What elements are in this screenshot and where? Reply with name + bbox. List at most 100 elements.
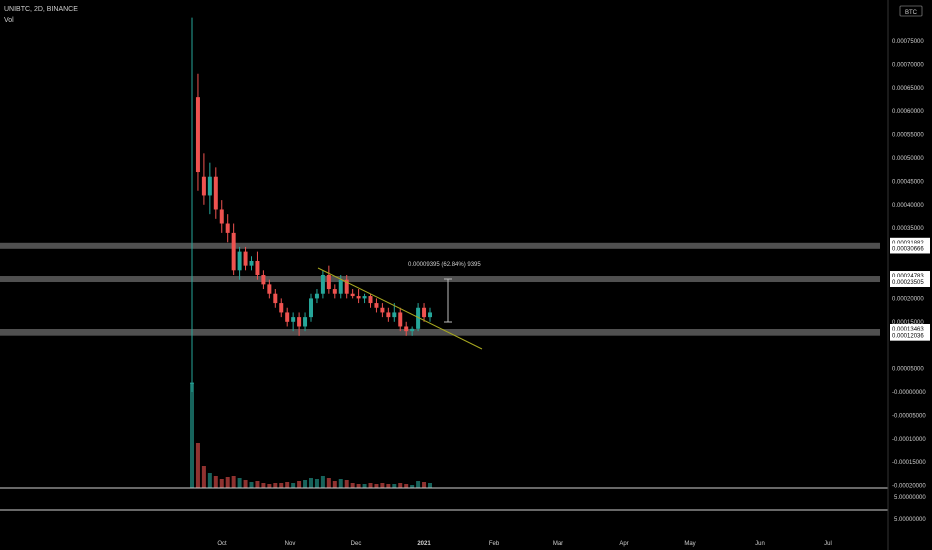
candle-body: [291, 317, 296, 322]
price-tick-label: 0.00075000: [892, 39, 924, 45]
candle-body: [428, 312, 432, 318]
volume-bar: [225, 477, 230, 488]
volume-bar: [285, 482, 290, 488]
candle-body: [374, 303, 379, 308]
price-tick-label: -0.00015000: [892, 460, 926, 466]
pane-tick-label: 5.00000000: [894, 495, 926, 501]
volume-bar: [356, 484, 361, 488]
candle-body: [368, 296, 373, 304]
volume-bar: [291, 483, 296, 488]
candle-body: [416, 307, 421, 329]
price-tick-label: -0.00020000: [892, 484, 926, 490]
candle-body: [225, 223, 230, 233]
date-tick-label: Oct: [217, 541, 227, 547]
volume-label: Vol: [4, 17, 14, 24]
candle-body: [398, 312, 403, 327]
volume-bar: [201, 466, 206, 488]
price-tick-label: 0.00005000: [892, 367, 924, 373]
level-label-box: [890, 323, 930, 334]
candle-body: [356, 296, 361, 299]
price-tick-label: -0.00000000: [892, 390, 926, 396]
candle-body: [285, 312, 290, 322]
candle-body: [213, 176, 218, 210]
zone-band: [0, 242, 880, 249]
volume-bar: [243, 480, 248, 488]
pane-tick-label: 5.00000000: [894, 517, 926, 523]
volume-bar: [332, 481, 337, 488]
date-tick-label: Apr: [619, 541, 628, 547]
horizontal-zones: [0, 242, 880, 336]
candle-body: [267, 284, 272, 294]
volume-bar: [237, 478, 242, 488]
price-tick-label: 0.00045000: [892, 179, 924, 185]
candle-body: [279, 303, 284, 313]
candle-body: [344, 279, 349, 294]
volume-bar: [428, 483, 432, 488]
trend-line: [317, 267, 483, 350]
level-label-box: [890, 271, 930, 282]
level-label: 0.00030666: [892, 246, 924, 252]
price-axis: BTC 0.00075000 0.00070000 0.00065000 0.00060…: [887, 0, 930, 550]
volume-bar: [273, 483, 278, 488]
volume-bar: [303, 480, 308, 488]
candle-body: [380, 307, 385, 313]
candle-body: [320, 275, 325, 294]
volume-bar: [368, 483, 373, 488]
level-label-box: [890, 330, 930, 341]
volume-bar: [326, 478, 331, 488]
zone-band: [0, 276, 880, 283]
level-label-box: [890, 237, 930, 248]
candle-body: [386, 312, 391, 318]
date-tick-label: Dec: [351, 541, 362, 547]
volume-bar: [404, 484, 409, 488]
candle-body: [338, 279, 343, 294]
date-tick-label: 2021: [417, 541, 431, 547]
date-tick-label: Nov: [285, 541, 296, 547]
level-label-box: [890, 276, 930, 287]
date-tick-label: May: [684, 541, 695, 547]
date-tick-label: Jul: [824, 541, 832, 547]
volume-bar: [398, 483, 403, 488]
candle-body: [219, 209, 224, 224]
volume-bar: [320, 476, 325, 488]
volume-bar: [386, 484, 391, 488]
candle-body: [362, 296, 367, 299]
volume-bar: [255, 481, 260, 488]
date-tick-label: Mar: [553, 541, 563, 547]
currency-badge-label: BTC: [905, 10, 918, 16]
candle-body: [249, 260, 254, 266]
price-tick-label: 0.00070000: [892, 62, 924, 68]
candle-body: [255, 260, 260, 275]
volume-bar: [267, 484, 272, 488]
level-label: 0.00013463: [892, 327, 924, 333]
price-tick-label: -0.00005000: [892, 413, 926, 419]
volume-bar: [374, 484, 379, 488]
date-axis: Oct Nov Dec 2021 Feb Mar Apr May Jun Jul: [217, 541, 832, 547]
volume-bar: [231, 476, 236, 488]
volume-bar: [422, 482, 427, 488]
level-label: 0.00023505: [892, 280, 924, 286]
volume-bar: [207, 473, 212, 488]
volume-bar: [392, 484, 397, 488]
candle-body: [332, 289, 337, 294]
candle-body: [404, 326, 409, 332]
candle-body: [273, 293, 278, 304]
volume-bar: [195, 443, 200, 488]
candle-body: [314, 293, 319, 299]
price-tick-label: 0.00060000: [892, 109, 924, 115]
candle-body: [195, 97, 200, 173]
candle-body: [392, 312, 397, 318]
candle-body: [231, 232, 236, 271]
candles: [190, 17, 432, 392]
volume-bar: [190, 383, 194, 488]
candle-body: [237, 251, 242, 271]
candle-body: [309, 298, 313, 318]
volume-bar: [261, 483, 266, 488]
volume-bar: [350, 483, 355, 488]
volume-bar: [362, 484, 367, 488]
volume-bar: [213, 476, 218, 488]
currency-badge: [899, 5, 923, 17]
volume-bar: [344, 480, 349, 488]
zone-band: [0, 328, 880, 336]
